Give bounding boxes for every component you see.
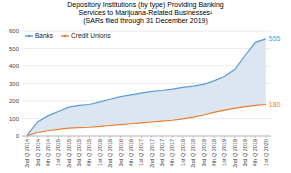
grid-line (22, 31, 271, 32)
x-tick (89, 136, 90, 138)
x-tick (58, 136, 59, 138)
x-tick-label: 3rd Q 2016 (118, 139, 124, 167)
x-tick (130, 136, 131, 138)
x-tick (245, 136, 246, 138)
legend-swatch (25, 35, 33, 36)
y-tick-label: 600 (9, 28, 20, 34)
y-tick-label: 100 (9, 116, 20, 122)
x-tick-label: 1st Q 2015 (55, 139, 61, 166)
x-tick (151, 136, 152, 138)
x-tick-label: 3rd Q 2014 (35, 139, 41, 167)
legend-swatch (61, 35, 69, 36)
y-tick-label: 500 (9, 46, 20, 52)
x-tick (234, 136, 235, 138)
x-tick (37, 136, 38, 138)
line (27, 39, 266, 135)
x-tick-label: 3rd Q 2019 (242, 139, 248, 167)
title-line: Depository Institutions (by type) Provid… (67, 1, 224, 9)
y-tick-label: 300 (9, 81, 20, 87)
legend-marker (28, 35, 31, 38)
legend-marker (64, 35, 67, 38)
x-axis-line (22, 136, 271, 137)
end-label: 555 (269, 35, 281, 42)
x-tick-label: 4th Q 2015 (86, 139, 92, 166)
x-tick-label: 2nd Q 2014 (24, 139, 30, 168)
x-tick-label: 3rd Q 2018 (201, 139, 207, 167)
x-tick-label: 3rd Q 2015 (76, 139, 82, 167)
x-tick-label: 3rd Q 2017 (159, 139, 165, 167)
x-tick (224, 136, 225, 138)
fill-between (27, 39, 266, 136)
legend-label: Credit Unions (71, 32, 111, 39)
x-tick (79, 136, 80, 138)
x-tick-label: 4th Q 2017 (169, 139, 175, 166)
x-tick-label: 1st Q 2016 (97, 139, 103, 166)
x-tick (68, 136, 69, 138)
x-tick-label: 1st Q 2017 (138, 139, 144, 166)
x-tick (193, 136, 194, 138)
legend-label: Banks (35, 32, 54, 39)
x-tick (99, 136, 100, 138)
x-tick (265, 136, 266, 138)
x-tick (203, 136, 204, 138)
x-tick-label: 2nd Q 2018 (190, 139, 196, 168)
x-tick-label: 2nd Q 2016 (107, 139, 113, 168)
x-tick (182, 136, 183, 138)
title: Depository Institutions (by type) Provid… (67, 1, 224, 25)
plot-area (27, 39, 266, 136)
line (27, 105, 266, 136)
legend: Banks Credit Unions (25, 32, 111, 39)
x-tick-label: 4th Q 2019 (252, 139, 258, 166)
x-tick (255, 136, 256, 138)
x-tick-label: 2nd Q 2017 (149, 139, 155, 168)
x-tick (162, 136, 163, 138)
chart: Depository Institutions (by type) Provid… (0, 0, 291, 173)
x-tick (47, 136, 48, 138)
end-label: 180 (269, 101, 281, 108)
x-tick-label: 4th Q 2014 (45, 139, 51, 166)
grid-line (22, 48, 271, 49)
title-line: Services to Marijuana-Related Businesses… (79, 9, 214, 17)
x-tick-label: 4th Q 2016 (128, 139, 134, 166)
grid-line (22, 66, 271, 67)
x-tick (120, 136, 121, 138)
y-tick-label: 400 (9, 63, 20, 69)
x-tick (141, 136, 142, 138)
x-tick (213, 136, 214, 138)
x-tick (27, 136, 28, 138)
grid-line (22, 136, 271, 137)
y-tick-label: 0 (16, 133, 20, 139)
x-tick-label: 2nd Q 2015 (66, 139, 72, 168)
x-tick-label: 2nd Q 2019 (232, 139, 238, 168)
x-tick-label: 4th Q 2018 (211, 139, 217, 166)
grid (22, 31, 271, 136)
x-tick (110, 136, 111, 138)
x-tick-label: 1st Q 2020 (263, 139, 269, 166)
x-tick (172, 136, 173, 138)
title-line: (SARs filed through 31 December 2019) (83, 17, 208, 25)
x-tick-label: 1st Q 2019 (221, 139, 227, 166)
y-tick-label: 200 (9, 98, 20, 104)
x-tick-label: 1st Q 2018 (180, 139, 186, 166)
